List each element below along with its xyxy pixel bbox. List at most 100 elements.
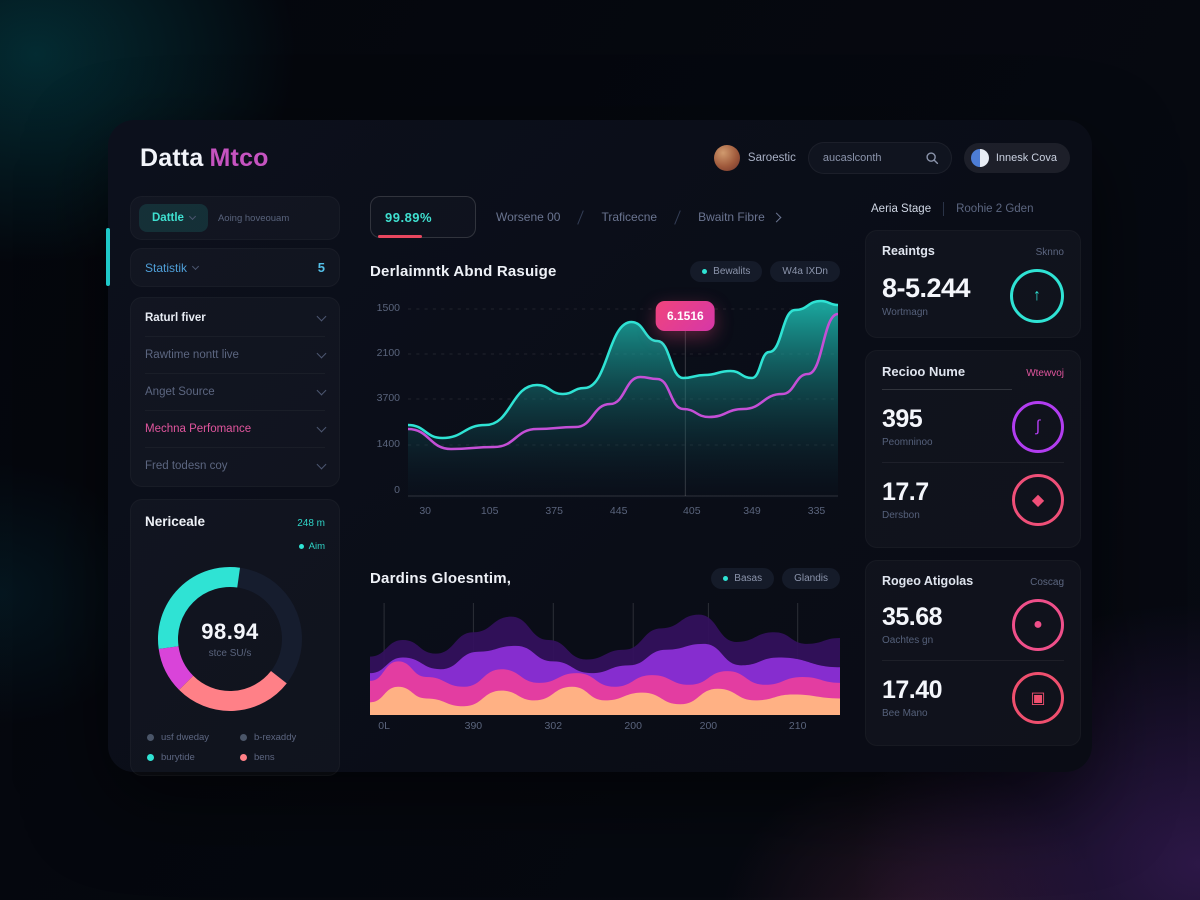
chart1-legend-chip-2[interactable]: W4a IXDn <box>770 260 840 282</box>
y-tick: 1500 <box>376 302 400 314</box>
avatar[interactable] <box>713 145 740 171</box>
icon-glyph: ∫ <box>1035 418 1041 435</box>
legend-label: usf dweday <box>161 732 210 743</box>
x-tick: 390 <box>464 720 483 732</box>
x-tick: 200 <box>624 720 642 732</box>
x-tick: 105 <box>480 505 499 517</box>
y-tick: 2100 <box>376 347 400 359</box>
donut-svg <box>158 567 302 711</box>
sidebar-item-0[interactable]: Raturl fiver <box>145 300 327 336</box>
donut-card-meta: 248 m <box>297 518 325 529</box>
quick-filter-label: Dattle <box>152 212 184 224</box>
sidebar: Dattle Aoing hoveouam Statistik 5 Raturl… <box>130 196 340 776</box>
active-metric-value: 99.89% <box>385 209 433 225</box>
donut-legend: usf dweday b-rexaddy burytide bens <box>145 730 325 763</box>
card-meta: Coscag <box>1030 577 1064 588</box>
tab-traffic[interactable]: Traficecne <box>601 210 657 224</box>
chevron-down-icon[interactable] <box>316 311 327 322</box>
chart2-header: Dardins Gloesntim, Basas Glandis <box>370 565 840 591</box>
right-panel: Aeria Stage Roohie 2 Gden Reaintgs Sknno… <box>865 196 1081 758</box>
user-menu[interactable]: Saroestic <box>713 145 796 171</box>
revenue-caption: Wortmagn <box>882 306 928 318</box>
icon-glyph: ▣ <box>1030 690 1046 707</box>
chevron-down-icon[interactable] <box>316 459 327 470</box>
chart-tooltip: 6.1516 <box>655 301 715 331</box>
y-tick: 3700 <box>376 392 400 404</box>
tab-active-metric[interactable]: 99.89% <box>370 196 476 238</box>
x-tick: 0L <box>378 720 390 732</box>
legend-item: b-rexaddy <box>240 732 323 743</box>
sidebar-item-4[interactable]: Fred todesn coy <box>145 447 327 484</box>
search-input[interactable] <box>820 151 917 165</box>
title-underline <box>882 389 1012 390</box>
card-title: Reaintgs <box>882 244 935 258</box>
stat-caption: Bee Mano <box>882 707 928 719</box>
sidebar-item-label: Raturl fiver <box>145 312 206 324</box>
sidebar-menu: Raturl fiver Rawtime nontt live Anget So… <box>130 297 340 487</box>
legend-dot-icon <box>723 575 729 581</box>
statistics-count: 5 <box>317 260 325 275</box>
quick-actions-card: Dattle Aoing hoveouam <box>130 196 340 240</box>
target-icon: ● <box>1012 599 1064 651</box>
chip-label: Glandis <box>794 572 828 584</box>
icon-glyph: ● <box>1033 616 1043 633</box>
chip-label: Bewalits <box>713 265 751 277</box>
app-logo: Datta Mtco <box>140 144 269 173</box>
chart1-svg <box>408 299 838 499</box>
chart1-legend-chip-1[interactable]: Bewalits <box>690 260 763 282</box>
workspace-icon <box>970 149 989 167</box>
legend-dot-icon <box>147 754 154 761</box>
sidebar-item-label: Anget Source <box>145 386 215 398</box>
right-panel-tabs: Aeria Stage Roohie 2 Gden <box>871 202 1081 216</box>
sidebar-item-1[interactable]: Rawtime nontt live <box>145 336 327 373</box>
chevron-down-icon[interactable] <box>316 385 327 396</box>
donut-mini-legend: Aim <box>145 541 325 552</box>
x-tick: 200 <box>699 720 718 732</box>
quick-filter-button[interactable]: Dattle <box>139 204 208 232</box>
legend-label: b-rexaddy <box>254 732 297 743</box>
statistics-row[interactable]: Statistik 5 <box>130 248 340 287</box>
tab-label: Worsene 00 <box>496 210 561 224</box>
donut-card-title: Nericeale <box>145 514 206 529</box>
search-bar[interactable] <box>807 142 952 174</box>
chart2-legend-chip-2[interactable]: Glandis <box>782 567 840 589</box>
stat-value: 395 <box>882 405 923 434</box>
chevron-down-icon[interactable] <box>316 348 327 359</box>
sidebar-item-label: Fred todesn coy <box>145 460 228 472</box>
active-tab-underline <box>378 235 422 238</box>
workspace-label: Innesk Cova <box>995 152 1057 164</box>
logo-primary: Datta <box>140 143 204 172</box>
card-title: Rogeo Atigolas <box>882 574 974 588</box>
workspace-switcher[interactable]: Innesk Cova <box>963 143 1070 173</box>
stat-value: 17.40 <box>882 676 943 705</box>
chart2-svg <box>370 603 840 715</box>
chevron-right-icon <box>771 212 782 222</box>
legend-item: usf dweday <box>147 732 230 743</box>
x-tick: 30 <box>419 505 432 517</box>
chart2-legend-chip-1[interactable]: Basas <box>711 567 775 589</box>
tab-worsene[interactable]: Worsene 00 <box>496 210 560 224</box>
chevron-down-icon[interactable] <box>316 422 327 433</box>
sidebar-item-3[interactable]: Mechna Perfomance <box>145 410 327 447</box>
search-icon[interactable] <box>925 151 939 165</box>
main-tabs: 99.89% Worsene 00 Traficecne Bwaitn Fibr… <box>370 196 840 238</box>
right-tab-2[interactable]: Roohie 2 Gden <box>956 203 1034 215</box>
y-tick: 0 <box>394 484 400 496</box>
donut-center-value: 98.94 <box>201 619 259 644</box>
x-tick: 302 <box>544 720 563 732</box>
ratio-card: Recioo Nume Wtewvoj 395 Peomninoo ∫ 17.7… <box>865 350 1081 548</box>
y-tick: 1400 <box>376 438 400 450</box>
sidebar-item-2[interactable]: Anget Source <box>145 373 327 410</box>
stat-caption: Dersbon <box>882 509 920 521</box>
tab-label: Traficecne <box>601 210 658 224</box>
card-meta: Wtewvoj <box>1026 368 1064 379</box>
user-name: Saroestic <box>747 152 796 164</box>
logo-secondary: Mtco <box>209 143 269 172</box>
tab-fibre[interactable]: Bwaitn Fibre <box>698 210 782 224</box>
right-tab-1[interactable]: Aeria Stage <box>871 203 932 215</box>
wave-chart-section: Dardins Gloesntim, Basas Glandis 0L 390 … <box>370 565 840 736</box>
legend-dot-icon <box>240 754 247 761</box>
mini-legend-label: Aim <box>308 541 325 552</box>
chevron-down-icon <box>191 262 200 270</box>
x-tick: 375 <box>545 505 563 517</box>
